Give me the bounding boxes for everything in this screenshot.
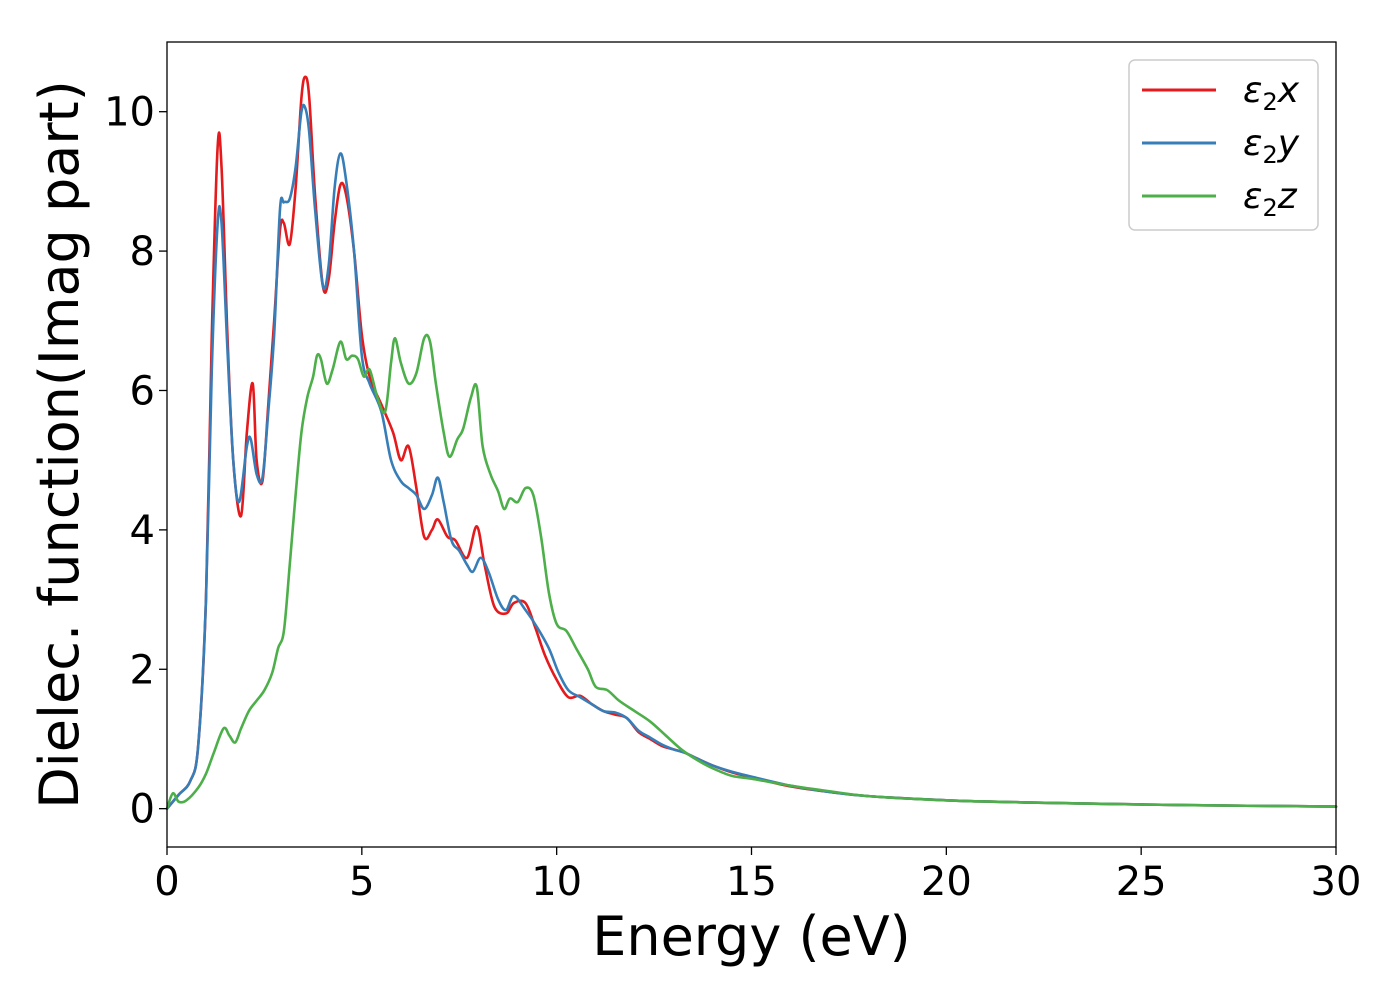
legend-box [1128, 59, 1319, 231]
ticks-layer: 0 5 10 15 20 25 30 0 2 4 6 8 10 [104, 90, 1361, 905]
series-line-y [165, 103, 1338, 810]
series-layer [165, 75, 1338, 810]
legend-label-z: ε2z [1243, 176, 1298, 222]
legend-items: ε2x ε2y ε2z [1142, 70, 1300, 222]
x-axis-title: Energy (eV) [592, 905, 911, 968]
x-tick-label: 25 [1116, 859, 1167, 905]
x-tick-label: 30 [1311, 859, 1362, 905]
y-tick-label: 10 [104, 90, 155, 136]
x-tick-label: 15 [726, 859, 777, 905]
legend: ε2x ε2y ε2z [1128, 59, 1319, 231]
x-tick-label: 0 [154, 859, 179, 905]
x-tick-label: 5 [349, 859, 374, 905]
x-tick-label: 20 [921, 859, 972, 905]
legend-label-x: ε2x [1243, 70, 1300, 116]
y-tick-label: 2 [130, 647, 155, 693]
x-tick-label: 10 [531, 859, 582, 905]
y-tick-label: 4 [130, 508, 155, 554]
series-line-z [165, 333, 1338, 810]
y-tick-label: 8 [130, 229, 155, 275]
y-tick-label: 0 [130, 787, 155, 833]
y-tick-label: 6 [130, 368, 155, 414]
y-axis-title: Dielec. function(Imag part) [28, 80, 91, 809]
legend-label-y: ε2y [1243, 123, 1300, 169]
